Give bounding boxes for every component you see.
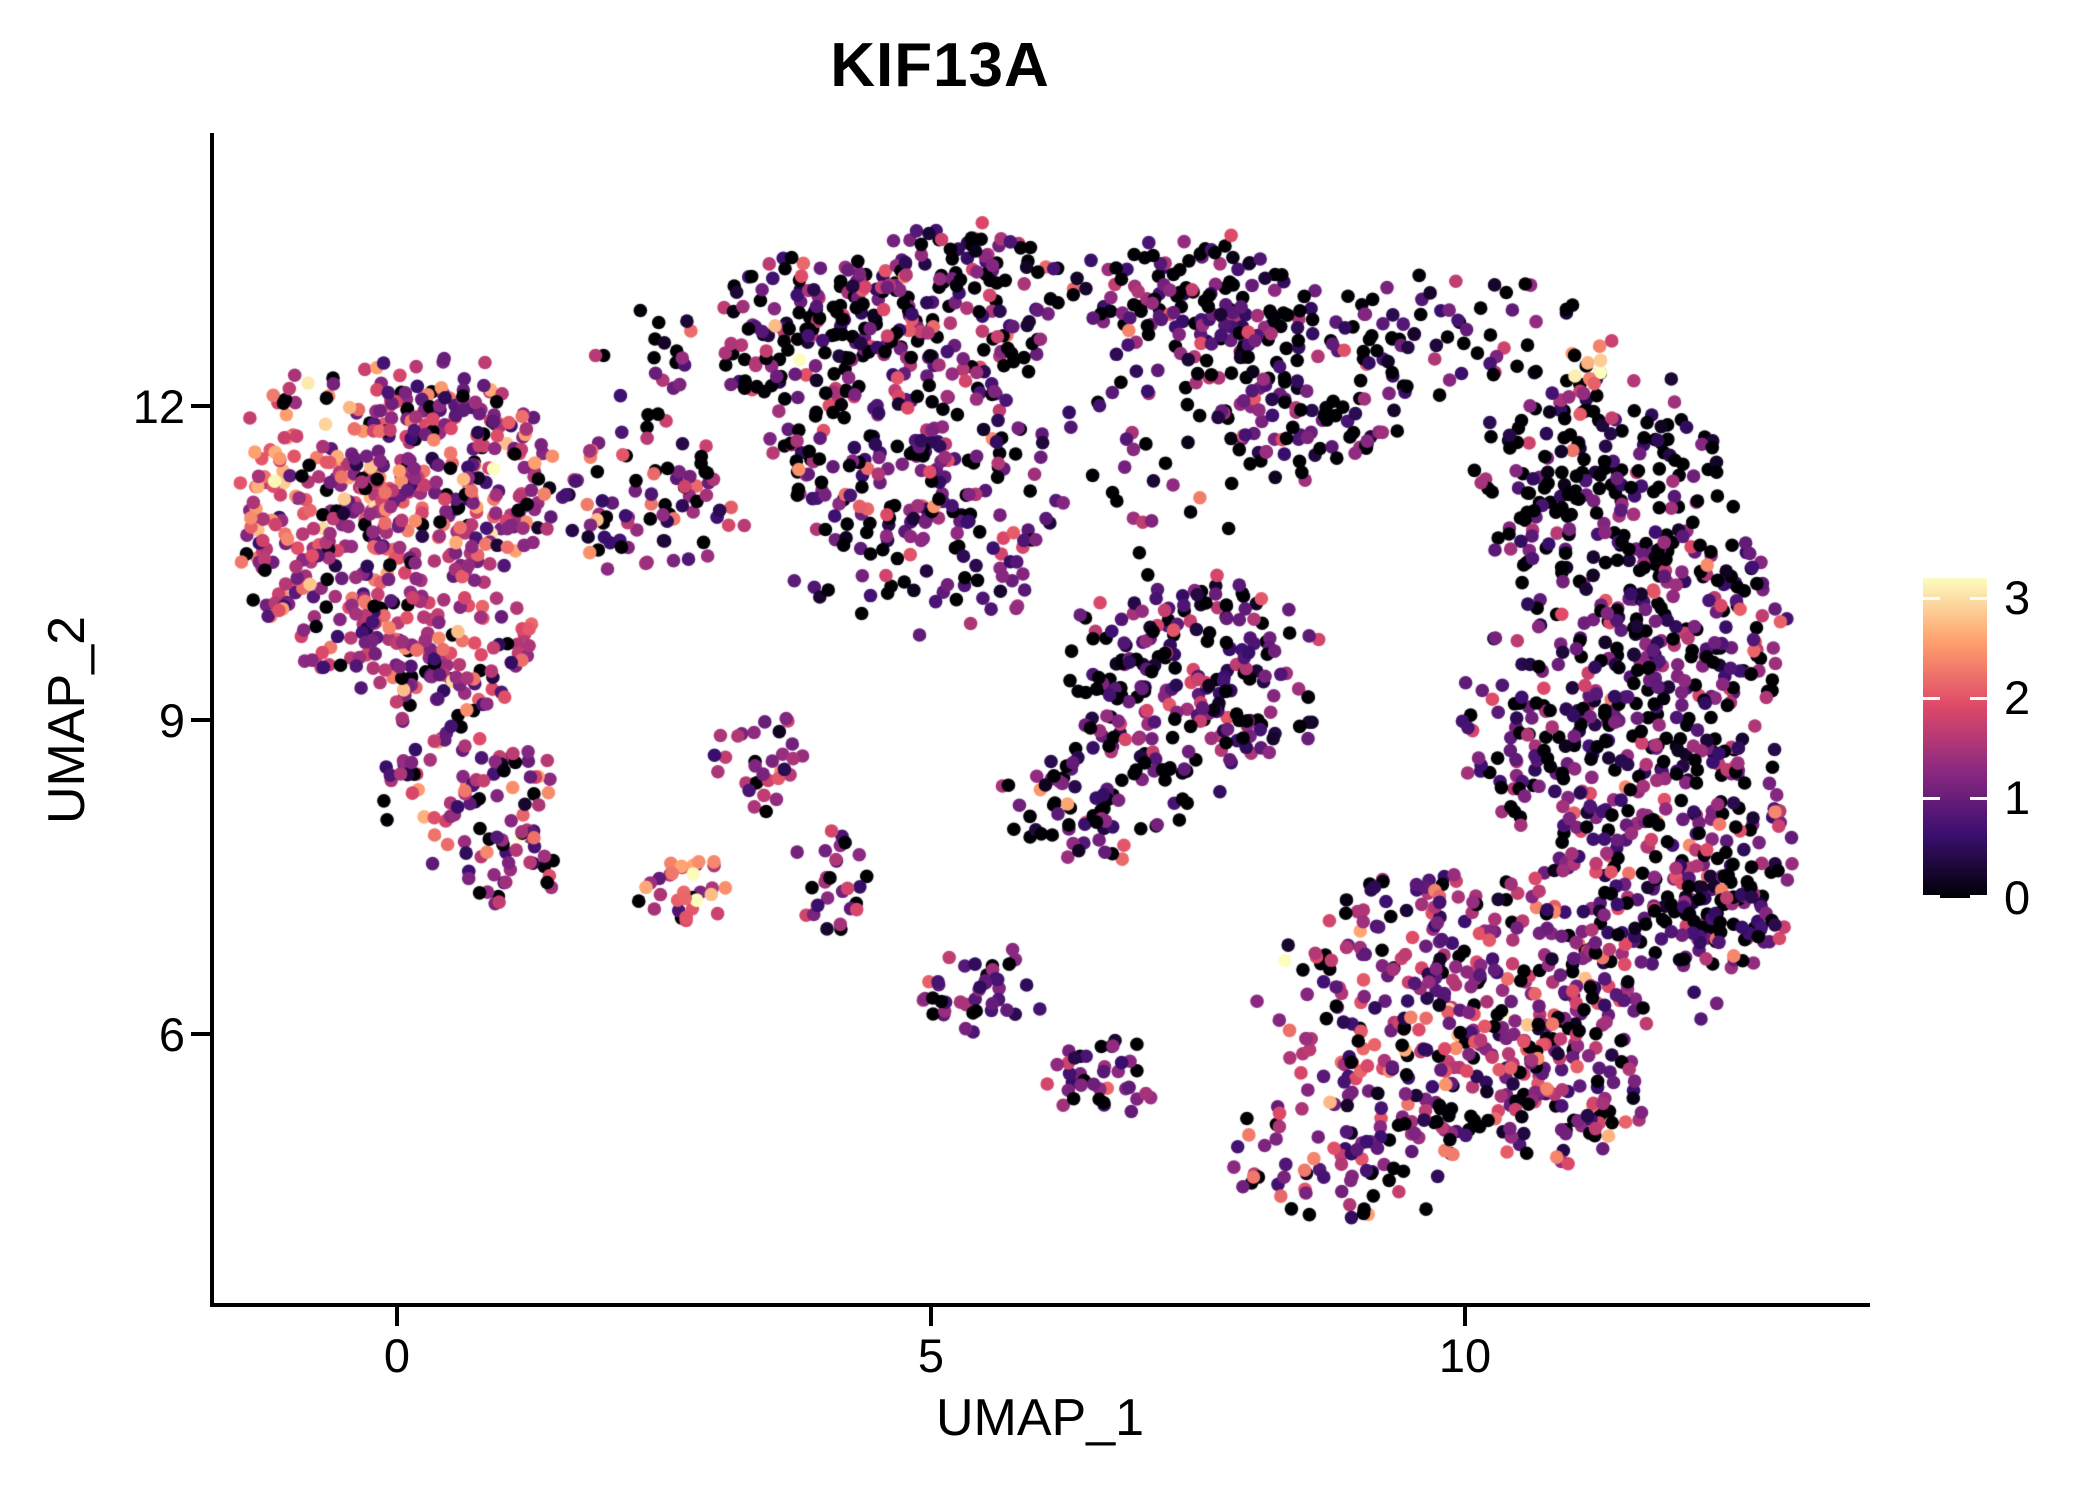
colorbar-tick-mark — [1923, 895, 1940, 898]
x-tick-label: 0 — [383, 1329, 411, 1382]
y-axis-title: UMAP_2 — [38, 615, 96, 825]
colorbar-tick-mark — [1970, 797, 1987, 800]
colorbar-tick-mark — [1970, 697, 1987, 700]
colorbar-tick-label: 0 — [2004, 871, 2031, 924]
y-tick-label: 6 — [158, 1008, 185, 1061]
x-tick-label: 5 — [917, 1329, 945, 1382]
colorbar-tick-mark — [1970, 597, 1987, 600]
colorbar-tick-label: 1 — [2004, 771, 2031, 824]
colorbar-tick-mark — [1923, 697, 1940, 700]
y-tick-mark — [191, 1032, 210, 1036]
y-axis-line — [210, 133, 214, 1307]
colorbar-tick-mark — [1923, 797, 1940, 800]
y-tick-label: 12 — [132, 379, 185, 433]
x-tick-mark — [929, 1307, 933, 1326]
x-tick-mark — [1463, 1307, 1467, 1326]
colorbar-tick-label: 2 — [2004, 671, 2031, 724]
x-axis-title: UMAP_1 — [935, 1389, 1145, 1447]
y-tick-mark — [191, 403, 210, 408]
x-tick-label: 10 — [1438, 1329, 1492, 1382]
y-tick-mark — [191, 717, 210, 722]
colorbar-tick-mark — [1923, 597, 1940, 600]
y-tick-label: 9 — [158, 693, 185, 747]
colorbar-tick-label: 3 — [2004, 571, 2031, 624]
colorbar-tick-mark — [1970, 895, 1987, 898]
expression-colorbar — [1923, 578, 1987, 898]
x-tick-mark — [395, 1307, 399, 1326]
x-axis-line — [210, 1303, 1870, 1307]
